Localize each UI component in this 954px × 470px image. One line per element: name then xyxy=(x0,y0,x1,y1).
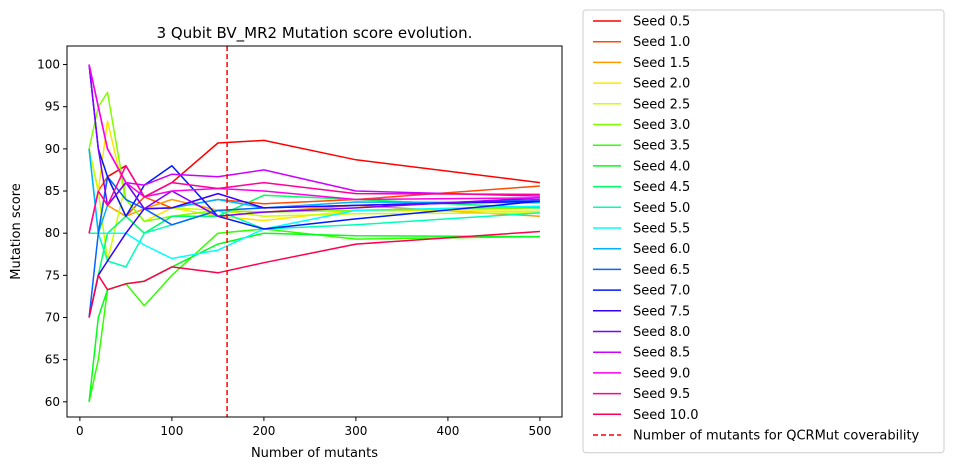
legend-label: Seed 9.0 xyxy=(633,366,690,381)
y-tick-label: 70 xyxy=(45,311,60,325)
plot-area: 0 100 200 300 400 500 60 65 70 75 80 85 90 95 100 xyxy=(37,45,563,438)
legend-label: Seed 8.0 xyxy=(633,325,690,340)
legend-label: Seed 3.0 xyxy=(633,118,690,133)
series-line xyxy=(88,228,540,402)
x-tick-label: 100 xyxy=(160,424,183,438)
series-line xyxy=(88,64,540,218)
legend-label: Seed 4.0 xyxy=(633,159,690,174)
legend-label: Seed 6.5 xyxy=(633,263,690,278)
y-tick-label: 85 xyxy=(45,184,60,198)
x-tick-label: 400 xyxy=(436,424,459,438)
x-axis: 0 100 200 300 400 500 xyxy=(76,417,551,438)
legend-label: Seed 4.5 xyxy=(633,180,690,195)
legend-label: Seed 1.0 xyxy=(633,35,690,50)
series-line xyxy=(88,232,540,402)
x-tick-label: 300 xyxy=(344,424,367,438)
legend-label: Seed 2.0 xyxy=(633,77,690,92)
series-line xyxy=(88,230,540,318)
y-tick-label: 75 xyxy=(45,268,60,282)
legend-label: Seed 6.0 xyxy=(633,242,690,257)
series-line xyxy=(88,91,540,223)
series-line xyxy=(88,164,540,234)
y-tick-label: 100 xyxy=(37,58,60,72)
series-line xyxy=(88,64,540,201)
legend-label: Seed 5.0 xyxy=(633,201,690,216)
y-tick-label: 60 xyxy=(45,395,60,409)
y-tick-label: 65 xyxy=(45,353,60,367)
legend-label: Seed 9.5 xyxy=(633,387,690,402)
legend-label: Seed 0.5 xyxy=(633,15,690,30)
x-tick-label: 200 xyxy=(252,424,275,438)
legend-label: Seed 1.5 xyxy=(633,56,690,71)
legend-label: Seed 7.5 xyxy=(633,304,690,319)
series-line xyxy=(88,64,540,230)
series-line xyxy=(88,194,540,318)
legend-label: Seed 10.0 xyxy=(633,408,699,423)
series-line xyxy=(88,148,540,260)
legend-label: Seed 3.5 xyxy=(633,139,690,154)
legend-label: Number of mutants for QCRMut coverabilit… xyxy=(633,429,920,444)
x-axis-label: Number of mutants xyxy=(251,446,378,461)
plot-frame xyxy=(66,45,563,418)
x-tick-label: 500 xyxy=(528,424,551,438)
series-line xyxy=(88,192,540,318)
y-axis-label: Mutation score xyxy=(9,183,24,279)
chart-title: 3 Qubit BV_MR2 Mutation score evolution. xyxy=(157,24,473,43)
y-tick-label: 95 xyxy=(45,100,60,114)
y-tick-label: 80 xyxy=(45,226,60,240)
legend-label: Seed 5.5 xyxy=(633,222,690,237)
series-layer xyxy=(88,64,540,402)
legend-label: Seed 2.5 xyxy=(633,97,690,112)
legend: Seed 0.5 Seed 1.0 Seed 1.5 Seed 2.0 Seed 2.5… xyxy=(582,9,945,454)
series-line xyxy=(89,209,540,268)
y-axis: 60 65 70 75 80 85 90 95 100 xyxy=(37,58,67,409)
legend-label: Seed 8.5 xyxy=(633,346,690,361)
legend-label: Seed 7.0 xyxy=(633,284,690,299)
legend-box xyxy=(582,9,945,454)
x-tick-label: 0 xyxy=(76,424,84,438)
series-line xyxy=(88,175,540,234)
y-tick-label: 90 xyxy=(45,142,60,156)
